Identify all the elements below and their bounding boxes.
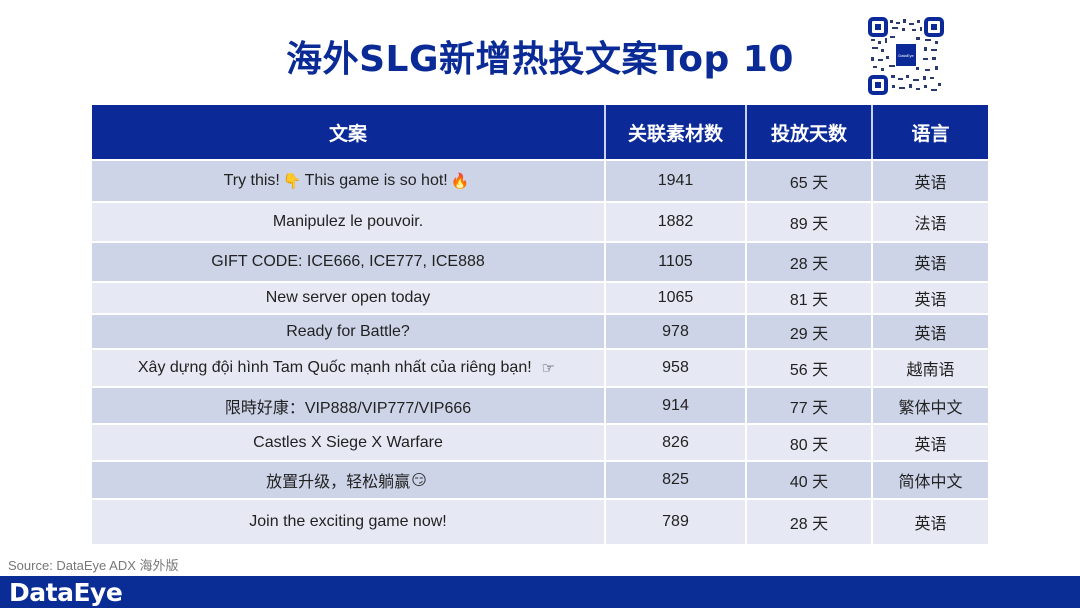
material-count: 914 <box>606 388 747 423</box>
copy-text: Try this! 👇 This game is so hot! 🔥 <box>92 161 606 201</box>
days: 28 天 <box>747 243 873 281</box>
qr-code-icon: DataEye <box>868 17 944 95</box>
copy-text: Ready for Battle? <box>92 315 606 348</box>
table-row: New server open today 1065 81 天 英语 <box>92 283 988 315</box>
language: 越南语 <box>906 362 955 379</box>
language: 简体中文 <box>898 474 963 491</box>
footer-bar: DataEye <box>0 576 1080 608</box>
days: 81 天 <box>747 283 873 313</box>
language: 英语 <box>914 436 947 454</box>
source-note: Source: DataEye ADX 海外版 <box>8 558 179 573</box>
language: 英语 <box>914 256 947 273</box>
days: 65 天 <box>747 161 873 201</box>
header-material-count: 关联素材数 <box>606 105 747 159</box>
days: 80 天 <box>747 425 873 460</box>
table-row: Ready for Battle? 978 29 天 英语 <box>92 315 988 350</box>
page-title: 海外SLG新增热投文案Top 10 <box>286 39 794 80</box>
dataeye-logo: DataEye <box>9 578 123 607</box>
copy-text-part: 放置升级，轻松躺赢 <box>266 474 411 491</box>
pointing-down-hand-icon: 👇 <box>282 173 302 190</box>
copy-text: 限時好康：VIP888/VIP777/VIP666 <box>92 388 606 423</box>
days: 28 天 <box>747 500 873 544</box>
days: 56 天 <box>747 350 873 386</box>
copy-text: Castles X Siege X Warfare <box>92 425 606 460</box>
language: 繁体中文 <box>898 399 963 417</box>
table-row: Join the exciting game now! 789 28 天 英语 <box>92 500 988 544</box>
material-count: 1882 <box>606 203 747 241</box>
copy-text-part: Try this! <box>223 172 280 189</box>
header-days: 投放天数 <box>747 105 873 159</box>
table-header: 文案 关联素材数 投放天数 语言 <box>92 105 988 161</box>
language: 英语 <box>914 292 947 309</box>
pointing-right-hand-icon: ☞ <box>541 360 556 377</box>
material-count: 789 <box>606 500 747 544</box>
language: 英语 <box>914 325 947 343</box>
days: 77 天 <box>747 388 873 423</box>
table-row: 放置升级，轻松躺赢 😏 825 40 天 简体中文 <box>92 462 988 500</box>
table-row: Xây dựng đội hình Tam Quốc mạnh nhất của… <box>92 350 988 388</box>
table-row: GIFT CODE: ICE666, ICE777, ICE888 1105 2… <box>92 243 988 283</box>
material-count: 978 <box>606 315 747 348</box>
days: 89 天 <box>747 203 873 241</box>
copy-text: GIFT CODE: ICE666, ICE777, ICE888 <box>92 243 606 281</box>
copy-text: Manipulez le pouvoir. <box>92 203 606 241</box>
material-count: 1065 <box>606 283 747 313</box>
copy-text: 放置升级，轻松躺赢 😏 <box>92 462 606 498</box>
table-row: Manipulez le pouvoir. 1882 89 天 法语 <box>92 203 988 243</box>
material-count: 1941 <box>606 161 747 201</box>
material-count: 825 <box>606 462 747 498</box>
copy-text: Join the exciting game now! <box>92 500 606 544</box>
language: 英语 <box>914 516 947 533</box>
qr-code: DataEye <box>868 17 944 95</box>
fire-icon: 🔥 <box>450 173 470 190</box>
material-count: 826 <box>606 425 747 460</box>
copy-text-part: This game is so hot! <box>304 172 448 189</box>
language: 英语 <box>914 175 947 192</box>
header-copy: 文案 <box>92 105 606 159</box>
smirking-face-icon: 😏 <box>411 472 427 489</box>
material-count: 1105 <box>606 243 747 281</box>
table-row: 限時好康：VIP888/VIP777/VIP666 914 77 天 繁体中文 <box>92 388 988 425</box>
material-count: 958 <box>606 350 747 386</box>
header-language: 语言 <box>911 122 950 145</box>
copy-text: New server open today <box>92 283 606 313</box>
days: 29 天 <box>747 315 873 348</box>
days: 40 天 <box>747 462 873 498</box>
table-row: Try this! 👇 This game is so hot! 🔥 1941 … <box>92 161 988 203</box>
copy-ranking-table: 文案 关联素材数 投放天数 语言 Try this! 👇 This game i… <box>92 105 988 544</box>
table-row: Castles X Siege X Warfare 826 80 天 英语 <box>92 425 988 462</box>
copy-text: Xây dựng đội hình Tam Quốc mạnh nhất của… <box>92 350 606 386</box>
language: 法语 <box>914 216 947 233</box>
svg-text:DataEye: DataEye <box>898 53 914 58</box>
copy-text-part: Xây dựng đội hình Tam Quốc mạnh nhất của… <box>137 359 532 376</box>
